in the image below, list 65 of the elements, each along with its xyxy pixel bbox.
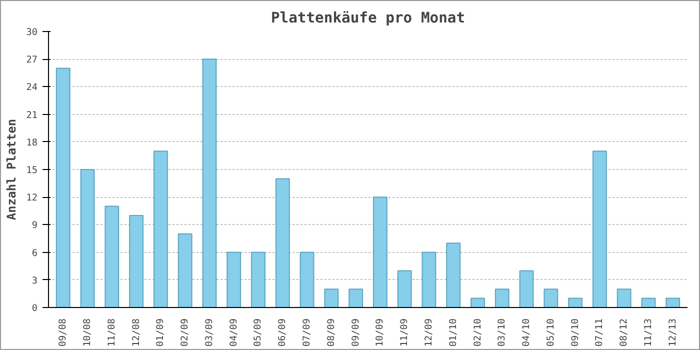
bar: [494, 288, 510, 308]
x-tick-label: 05/09: [252, 318, 264, 347]
bar: [397, 270, 412, 308]
bar: [202, 58, 217, 308]
bar: [104, 206, 120, 308]
bar: [178, 233, 192, 308]
x-tick-label: 09/08: [58, 318, 69, 347]
x-tick-label: 04/09: [228, 318, 240, 347]
x-tick-label: 03/09: [204, 318, 215, 347]
y-tick-label: 24: [26, 82, 38, 94]
x-tick-label: 02/10: [472, 318, 484, 347]
x-tick-label: 06/09: [277, 318, 288, 347]
bar: [80, 169, 95, 308]
x-tick-label: 07/09: [302, 318, 313, 347]
bar: [666, 298, 680, 308]
x-tick-label: 12/08: [130, 318, 142, 347]
x-tick-label: 02/09: [180, 318, 191, 347]
bar: [372, 196, 388, 308]
x-tick-label: 11/13: [642, 318, 654, 347]
y-tick-label: 3: [32, 275, 38, 286]
bar: [153, 150, 168, 308]
x-tick-label: 09/09: [350, 318, 362, 347]
bar: [592, 150, 607, 308]
bar: [226, 252, 242, 308]
x-tick-label: 09/10: [570, 318, 581, 347]
bar: [275, 178, 290, 308]
bar: [544, 288, 558, 308]
x-tick-label: 12/13: [667, 318, 678, 347]
y-axis-title: Anzahl Platten: [4, 118, 18, 220]
bar: [568, 298, 583, 308]
bar: [324, 288, 339, 308]
x-tick-label: 08/09: [326, 318, 337, 347]
x-tick-label: 10/08: [82, 318, 94, 347]
bar: [470, 298, 485, 308]
x-tick-label: 11/08: [106, 318, 118, 347]
bar: [422, 252, 436, 308]
x-tick-label: 12/09: [423, 318, 434, 347]
x-tick-label: 01/09: [155, 318, 166, 347]
bar: [641, 298, 656, 308]
x-tick-label: 08/12: [618, 318, 630, 347]
x-tick-label: 10/09: [374, 318, 386, 347]
y-tick-label: 12: [26, 192, 38, 204]
y-tick-label: 18: [26, 137, 38, 148]
y-tick-label: 30: [26, 27, 38, 38]
y-tick-label: 15: [26, 165, 38, 176]
bar: [56, 68, 70, 308]
y-tick-label: 21: [26, 110, 38, 121]
y-tick-label: 6: [32, 248, 38, 259]
chart-title: Plattenkäufe pro Monat: [270, 10, 466, 26]
x-tick-label: 03/10: [496, 318, 508, 347]
x-tick-label: 11/09: [399, 318, 410, 347]
y-tick-label: 9: [32, 220, 38, 232]
y-tick-label: 0: [32, 303, 38, 314]
bar: [251, 252, 266, 308]
bar: [348, 288, 364, 308]
bar: [616, 288, 632, 308]
bar: [446, 242, 461, 308]
x-tick-label: 01/10: [448, 318, 459, 347]
bar: [129, 215, 144, 308]
x-tick-label: 07/11: [594, 318, 606, 347]
bar: [300, 252, 314, 308]
x-tick-label: 04/10: [521, 318, 532, 347]
y-tick-label: 27: [26, 54, 38, 66]
bar: [519, 270, 534, 308]
x-tick-label: 05/10: [545, 318, 556, 347]
